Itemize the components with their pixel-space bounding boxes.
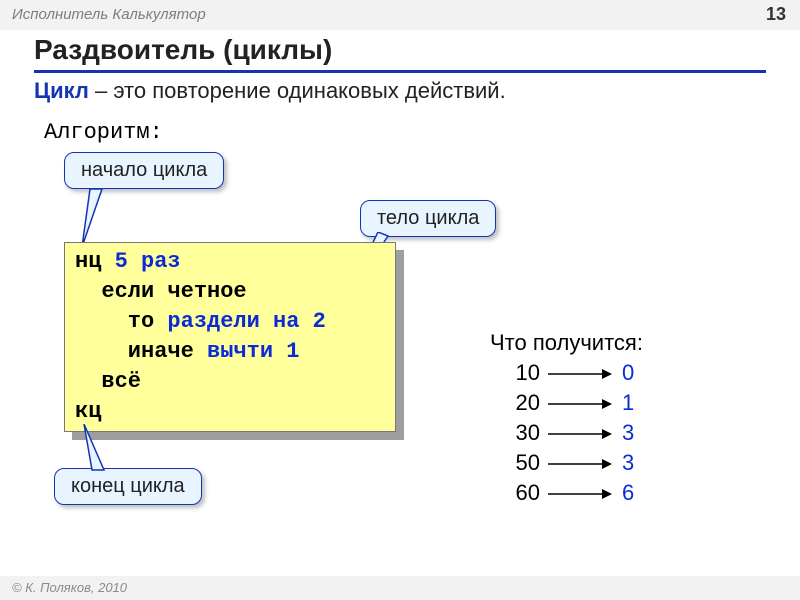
result-arrow-0 <box>548 366 612 382</box>
callout-begin: начало цикла <box>64 152 224 189</box>
callout-begin-tail <box>78 189 108 249</box>
code-l5: всё <box>75 369 141 394</box>
code-l4a: иначе <box>75 339 207 364</box>
algorithm-label: Алгоритм: <box>44 120 163 145</box>
callout-begin-text: начало цикла <box>81 159 207 181</box>
code-box: нц 5 раз если четное то раздели на 2 ина… <box>64 242 396 432</box>
header-bar: Исполнитель Калькулятор 13 <box>0 0 800 30</box>
header-title: Исполнитель Калькулятор <box>12 6 206 23</box>
result-out-3: 3 <box>622 450 634 476</box>
callout-end: конец цикла <box>54 468 202 505</box>
definition-keyword: Цикл <box>34 78 89 103</box>
result-out-0: 0 <box>622 360 634 386</box>
result-arrow-4 <box>548 486 612 502</box>
code-l2: если четное <box>75 279 247 304</box>
result-in-0: 10 <box>500 360 540 386</box>
result-arrow-3 <box>548 456 612 472</box>
results-title: Что получится: <box>490 330 643 356</box>
result-in-2: 30 <box>500 420 540 446</box>
callout-body-text: тело цикла <box>377 207 479 229</box>
result-in-3: 50 <box>500 450 540 476</box>
callout-end-text: конец цикла <box>71 475 185 497</box>
callout-end-tail <box>80 424 110 472</box>
code-l1-arg: 5 раз <box>115 249 181 274</box>
code-l1-kw: нц <box>75 249 115 274</box>
definition: Цикл – это повторение одинаковых действи… <box>34 78 506 104</box>
result-out-4: 6 <box>622 480 634 506</box>
footer: © К. Поляков, 2010 <box>0 576 800 600</box>
result-in-4: 60 <box>500 480 540 506</box>
result-out-2: 3 <box>622 420 634 446</box>
code-l3b: раздели на 2 <box>167 309 325 334</box>
slide-title: Раздвоитель (циклы) <box>34 34 332 66</box>
code-l3a: то <box>75 309 167 334</box>
result-arrow-2 <box>548 426 612 442</box>
result-arrow-1 <box>548 396 612 412</box>
result-out-1: 1 <box>622 390 634 416</box>
definition-rest: – это повторение одинаковых действий. <box>89 78 506 103</box>
result-in-1: 20 <box>500 390 540 416</box>
title-underline <box>34 70 766 73</box>
page-number: 13 <box>766 4 786 25</box>
code-l6: кц <box>75 399 101 424</box>
code-l4b: вычти 1 <box>207 339 299 364</box>
